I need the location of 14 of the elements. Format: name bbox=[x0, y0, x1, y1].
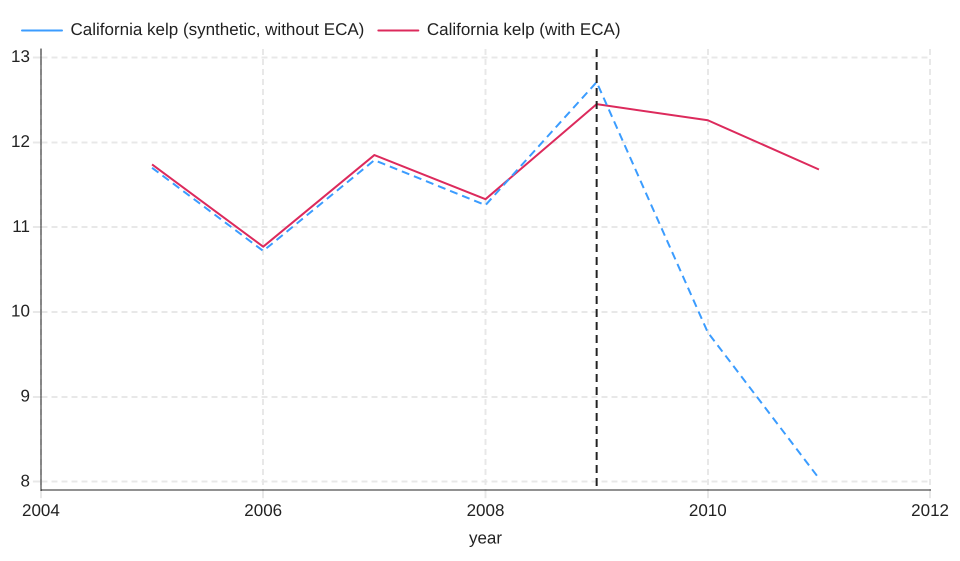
x-tick-label: 2010 bbox=[688, 501, 727, 520]
x-tick-label: 2006 bbox=[244, 501, 282, 520]
legend-label: California kelp (synthetic, without ECA) bbox=[70, 20, 364, 40]
y-tick-label: 12 bbox=[10, 132, 30, 152]
y-tick-label: 10 bbox=[10, 302, 30, 321]
y-tick-label: 8 bbox=[20, 471, 30, 490]
x-tick-label: 2012 bbox=[911, 501, 950, 520]
y-tick-label: 13 bbox=[10, 47, 30, 66]
y-tick-label: 11 bbox=[12, 216, 30, 236]
legend-label: California kelp (with ECA) bbox=[426, 20, 621, 40]
y-tick-label: 9 bbox=[20, 386, 30, 406]
x-axis-title: year bbox=[468, 528, 502, 548]
x-tick-label: 2008 bbox=[466, 501, 504, 520]
x-tick-label: 2004 bbox=[22, 501, 60, 520]
